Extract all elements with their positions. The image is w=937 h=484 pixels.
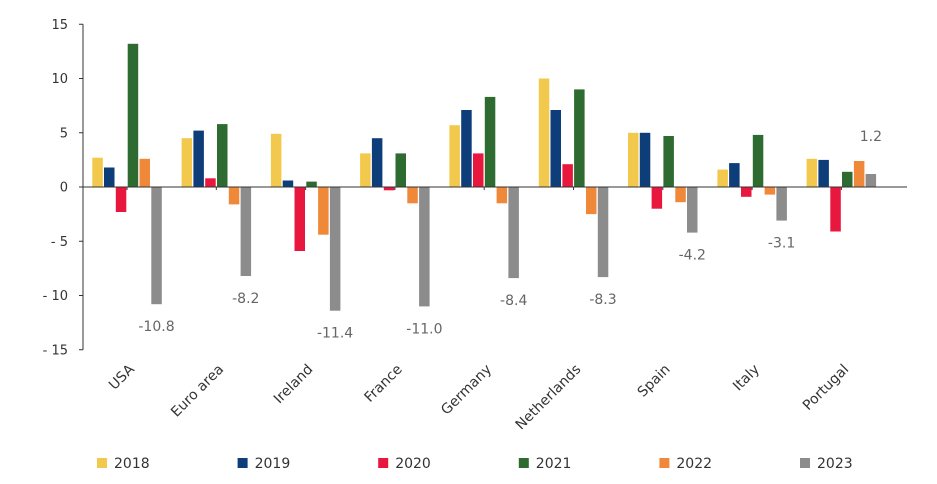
legend-label: 2022	[676, 456, 712, 472]
legend-swatch	[659, 458, 670, 468]
bar	[360, 153, 371, 187]
bar	[687, 187, 698, 233]
legend-label: 2021	[536, 456, 572, 472]
bar	[139, 158, 150, 187]
category-label: Netherlands	[513, 362, 585, 434]
category-label: USA	[106, 361, 138, 393]
bar	[371, 138, 383, 187]
legend-swatch	[97, 458, 107, 468]
data-label: -8.3	[589, 292, 616, 308]
legend-swatch	[237, 458, 248, 468]
bar	[461, 110, 472, 187]
bar	[651, 187, 663, 209]
bar	[395, 153, 406, 187]
legend-swatch	[518, 458, 529, 468]
data-label: -4.2	[679, 248, 706, 264]
data-label: 1.2	[860, 129, 882, 145]
bar	[306, 181, 317, 187]
bar	[383, 187, 395, 191]
data-label: -10.8	[138, 319, 174, 335]
y-tick-label: - 10	[43, 289, 68, 304]
bar	[639, 132, 651, 188]
chart-legend: 2018 2019 2020 2021 2022 2023	[97, 456, 853, 472]
bar	[729, 163, 740, 187]
bar	[496, 187, 508, 204]
bar	[853, 161, 865, 187]
bar	[484, 96, 496, 187]
data-label: -11.4	[317, 326, 353, 342]
bar	[741, 187, 752, 197]
bar	[407, 187, 418, 204]
bar	[562, 164, 573, 187]
data-label: -8.4	[500, 293, 527, 309]
bar	[181, 138, 193, 187]
bar	[240, 187, 252, 276]
bar	[830, 187, 841, 232]
y-tick-label: 0	[60, 181, 68, 196]
bar	[217, 124, 228, 187]
bar	[597, 187, 609, 278]
data-label: -3.1	[768, 236, 795, 252]
bar	[776, 187, 787, 221]
bar	[329, 187, 341, 311]
y-tick-label: - 5	[51, 235, 68, 250]
bar	[205, 178, 216, 187]
bar	[842, 171, 853, 187]
bar	[865, 174, 877, 187]
category-label: Euro area	[168, 362, 227, 421]
bar	[115, 187, 127, 212]
legend-label: 2019	[255, 456, 291, 472]
legend-label: 2018	[114, 456, 150, 472]
bar	[764, 187, 776, 195]
y-tick-label: - 15	[43, 343, 68, 358]
chart-bars	[92, 43, 877, 311]
bar	[270, 133, 282, 187]
data-label: -8.2	[232, 291, 259, 307]
bar	[818, 159, 829, 187]
bar	[449, 125, 460, 187]
bar	[628, 132, 639, 188]
bar	[193, 130, 204, 187]
chart-axes: 15 10 5 0 - 5 - 10 - 15	[43, 18, 907, 358]
bar	[151, 187, 162, 305]
legend-label: 2020	[395, 456, 431, 472]
bar	[717, 169, 728, 187]
y-tick-label: 15	[51, 18, 68, 33]
category-label: Ireland	[271, 362, 317, 408]
bar	[318, 187, 329, 235]
bar	[294, 187, 305, 251]
bar	[586, 187, 597, 215]
bar	[675, 187, 686, 203]
category-label: Germany	[438, 362, 495, 419]
y-tick-label: 5	[60, 126, 68, 141]
legend-swatch	[800, 458, 810, 468]
category-label: Italy	[730, 362, 763, 395]
category-label: Portugal	[800, 362, 852, 414]
bar	[806, 158, 818, 187]
bar	[538, 78, 550, 187]
bar	[663, 136, 674, 187]
legend-label: 2023	[817, 456, 853, 472]
category-label: Spain	[635, 362, 674, 401]
data-label: -11.0	[406, 321, 442, 337]
bar	[550, 110, 561, 187]
bar	[282, 180, 294, 187]
bar	[92, 157, 103, 187]
chart-category-labels: USA Euro area Ireland France Germany Netherla…	[106, 361, 852, 433]
chart-data-labels: -10.8 -8.2 -11.4 -11.0 -8.4 -8.3 -4.2 -3.1 1.2	[138, 129, 882, 342]
bar	[473, 153, 484, 187]
y-tick-label: 10	[51, 72, 68, 87]
category-label: France	[361, 362, 405, 406]
legend-swatch	[378, 458, 389, 468]
bar	[104, 167, 115, 187]
bar	[574, 89, 585, 187]
bar	[508, 187, 519, 279]
bar	[228, 187, 240, 205]
bar	[752, 134, 764, 187]
bar	[419, 187, 430, 307]
bar	[127, 43, 139, 187]
